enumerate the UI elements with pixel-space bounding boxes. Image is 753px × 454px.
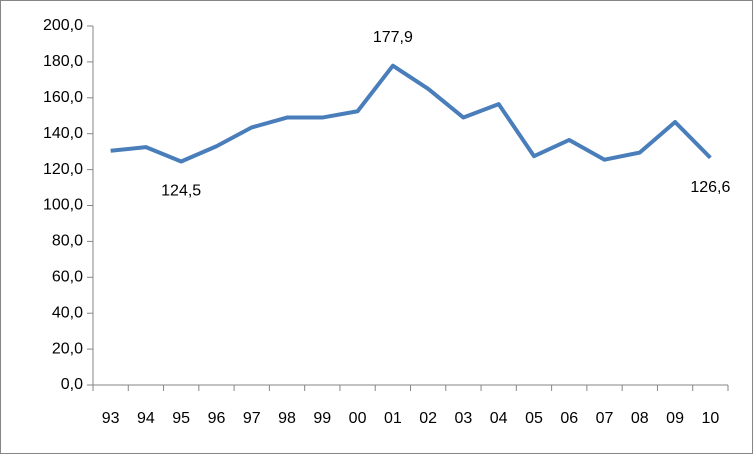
y-tick-label: 0,0 [61, 376, 83, 393]
y-tick-label: 120,0 [43, 161, 83, 178]
y-tick-label: 180,0 [43, 53, 83, 70]
x-tick-label: 07 [596, 410, 614, 427]
x-tick-label: 97 [243, 410, 261, 427]
x-tick-label: 98 [278, 410, 296, 427]
x-tick-label: 05 [525, 410, 543, 427]
x-tick-label: 10 [701, 410, 719, 427]
y-tick-label: 140,0 [43, 125, 83, 142]
y-tick-label: 40,0 [52, 304, 83, 321]
x-tick-label: 99 [313, 410, 331, 427]
y-tick-label: 80,0 [52, 233, 83, 250]
data-label: 126,6 [690, 179, 730, 196]
x-tick-label: 01 [384, 410, 402, 427]
x-tick-label: 03 [455, 410, 473, 427]
line [110, 63, 712, 164]
x-tick-label: 94 [137, 410, 155, 427]
y-tick-label: 200,0 [43, 17, 83, 34]
data-label: 124,5 [161, 183, 201, 200]
x-tick-label: 93 [102, 410, 120, 427]
x-tick-label: 09 [666, 410, 684, 427]
y-tick-label: 100,0 [43, 197, 83, 214]
x-tick-label: 06 [560, 410, 578, 427]
x-tick-label: 00 [349, 410, 367, 427]
x-tick-label: 04 [490, 410, 508, 427]
x-tick-label: 95 [172, 410, 190, 427]
x-tick-label: 02 [419, 410, 437, 427]
data-label: 177,9 [373, 29, 413, 46]
y-tick-label: 160,0 [43, 89, 83, 106]
x-tick-label: 96 [208, 410, 226, 427]
y-tick-label: 60,0 [52, 269, 83, 286]
x-tick-label: 08 [631, 410, 649, 427]
y-tick-label: 20,0 [52, 340, 83, 357]
